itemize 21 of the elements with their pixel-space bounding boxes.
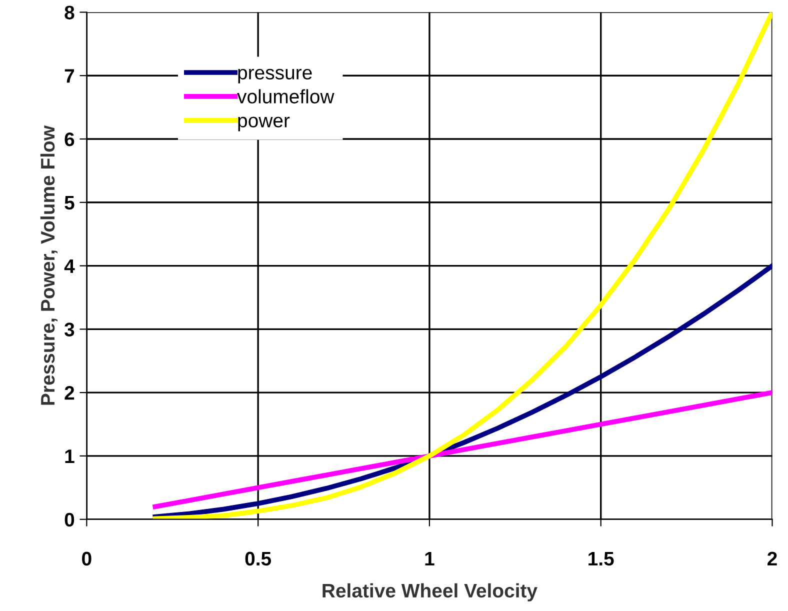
line-series [152,390,772,510]
x-tick-label: 2 [768,552,777,566]
y-tick-label: 1 [65,450,74,464]
y-tick-label: 8 [64,6,74,20]
x-tick-label: 0 [82,552,92,566]
y-tick-label: 6 [64,132,74,146]
x-tick-label: 0.5 [245,552,272,566]
x-tick-label: 1 [425,552,434,566]
y-tick-label: 3 [64,322,74,336]
y-axis-title: Pressure, Power, Volume Flow [40,125,58,405]
y-tick-label: 7 [64,69,74,83]
legend-label: power [238,116,290,132]
y-tick-label: 2 [64,386,74,400]
line-series [152,263,772,520]
legend-label: pressure [238,68,312,84]
y-tick-label: 5 [64,196,74,210]
legend-label: volumeflow [237,89,334,104]
y-tick-label: 0 [64,512,74,527]
x-tick-label: 1.5 [588,552,614,566]
y-tick-label: 4 [64,259,75,273]
x-axis-title: Relative Wheel Velocity [322,583,538,602]
